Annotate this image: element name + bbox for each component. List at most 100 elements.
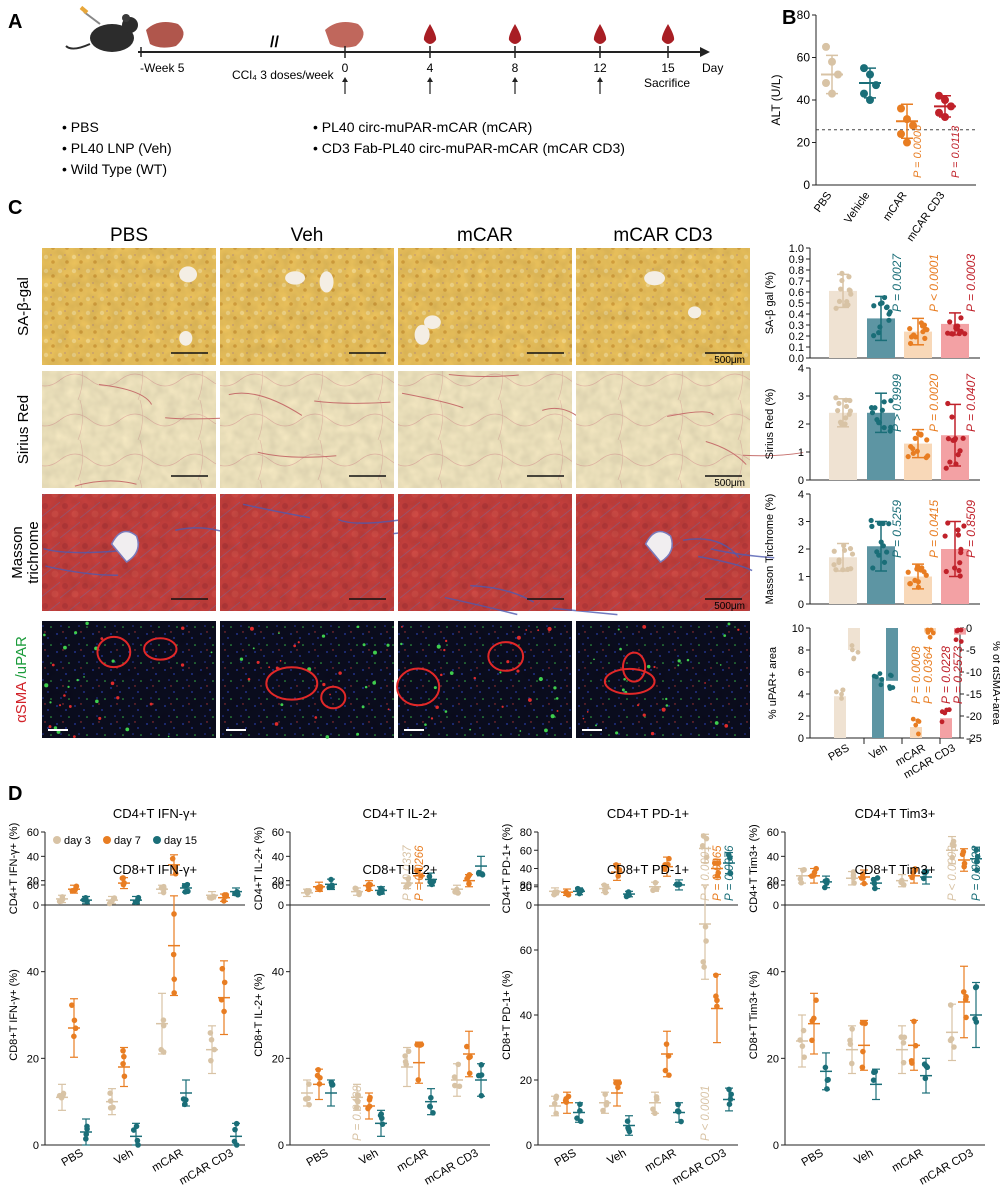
liver-icon	[146, 22, 184, 48]
data-point	[352, 885, 359, 892]
data-point	[956, 567, 962, 574]
data-point	[577, 1118, 584, 1125]
y-tick-label: 0	[773, 900, 779, 912]
legend-label: day 7	[114, 835, 141, 847]
fluorescence-signal	[595, 724, 598, 727]
data-point	[135, 1142, 141, 1148]
fluorescence-signal	[473, 676, 477, 680]
injection-arrowhead	[427, 77, 433, 82]
data-point	[402, 1053, 408, 1059]
micrograph-column-title: mCAR	[457, 225, 513, 246]
data-point	[455, 1061, 462, 1068]
data-point	[120, 881, 127, 888]
fluorescence-signal	[528, 698, 532, 702]
data-point	[171, 990, 177, 996]
y-axis-label: CD8+T PD-1+ (%)	[501, 970, 513, 1060]
data-point	[833, 567, 839, 573]
data-point	[841, 547, 848, 553]
micrograph-texture	[220, 621, 394, 738]
data-point	[232, 890, 238, 897]
y-tick-label: 0.8	[789, 265, 804, 277]
micrograph-column-title: PBS	[110, 225, 148, 246]
y-axis-label: CD8+T IL-2+ (%)	[253, 973, 265, 1057]
y-tick-label: 4	[798, 489, 804, 501]
data-point	[870, 876, 877, 883]
fluorescence-signal	[56, 730, 61, 734]
chart-title: CD8+T PD-1+	[607, 862, 689, 877]
p-value: P = 0.0076	[724, 845, 736, 901]
fluorescence-signal	[274, 722, 279, 726]
collagen-fiber	[697, 555, 753, 572]
data-point	[909, 121, 917, 130]
data-point	[833, 395, 839, 401]
y-tick-label: 20	[520, 882, 532, 894]
y-tick-label: 80	[520, 827, 532, 839]
data-point	[922, 869, 928, 876]
data-point	[879, 407, 885, 413]
y-tick-label: 0	[803, 178, 810, 192]
data-point	[868, 405, 875, 411]
panel-letter-a: A	[8, 11, 22, 33]
fluorescence-signal	[661, 707, 666, 712]
data-point	[615, 873, 622, 879]
data-point	[678, 1118, 684, 1125]
data-point	[957, 560, 963, 566]
data-point	[847, 1037, 853, 1044]
collagen-fiber	[401, 392, 464, 409]
data-point	[898, 879, 904, 886]
data-point	[850, 874, 857, 881]
vessel-lumen	[179, 330, 193, 346]
data-point	[878, 539, 884, 545]
x-tick-label: PBS	[60, 1147, 86, 1169]
sabgal-chart: 0.00.10.20.30.40.50.60.70.80.91.0 SA-β ga…	[764, 243, 980, 365]
data-point	[366, 1096, 373, 1103]
y-tick-label: 0.4	[789, 309, 804, 321]
data-point	[415, 868, 422, 874]
fluorescence-signal	[85, 621, 89, 626]
data-point	[418, 873, 424, 879]
data-point	[430, 1110, 436, 1116]
data-point	[218, 996, 225, 1003]
data-point	[839, 277, 845, 284]
data-point	[119, 875, 126, 881]
p-value: P = 0.0266	[414, 845, 426, 901]
data-point	[960, 989, 967, 995]
data-point	[182, 1101, 188, 1108]
timeline-day: Day	[702, 61, 723, 75]
timeline-tick-label: 4	[427, 61, 434, 75]
blood-drop-icon	[593, 24, 607, 44]
micrograph-texture	[398, 248, 572, 365]
data-point	[797, 1037, 803, 1043]
fluorescence-signal	[440, 673, 443, 677]
fluorescence-signal	[63, 694, 66, 697]
micrograph-column-title: mCAR CD3	[613, 225, 712, 246]
data-point	[886, 317, 892, 323]
y-tick-label: 0	[773, 1140, 779, 1152]
fluorescence-signal	[449, 671, 454, 675]
data-point	[909, 874, 915, 881]
y-axis-label: CD8+T IFN-γ+ (%)	[8, 969, 20, 1060]
data-point	[83, 1131, 90, 1138]
fluorescence-signal	[550, 714, 555, 719]
data-point	[365, 881, 372, 888]
data-point	[84, 1126, 90, 1132]
bar-upar	[910, 727, 922, 738]
data-point	[837, 286, 844, 292]
fluorescence-signal	[329, 693, 331, 696]
data-point	[959, 851, 966, 858]
data-point	[306, 1101, 312, 1108]
micrograph-texture	[220, 248, 394, 365]
data-point	[947, 1002, 954, 1008]
y-tick-label: 20	[767, 1053, 779, 1065]
fluorescence-signal	[49, 701, 52, 704]
collagen-fiber	[74, 480, 137, 487]
data-point	[71, 1033, 77, 1040]
data-point	[922, 1075, 929, 1082]
data-point	[365, 886, 372, 893]
data-point	[674, 1108, 681, 1114]
data-point	[701, 964, 707, 970]
fluorescence-signal	[76, 678, 79, 682]
fluorescence-signal	[249, 626, 254, 631]
fluorescence-signal	[704, 682, 706, 684]
